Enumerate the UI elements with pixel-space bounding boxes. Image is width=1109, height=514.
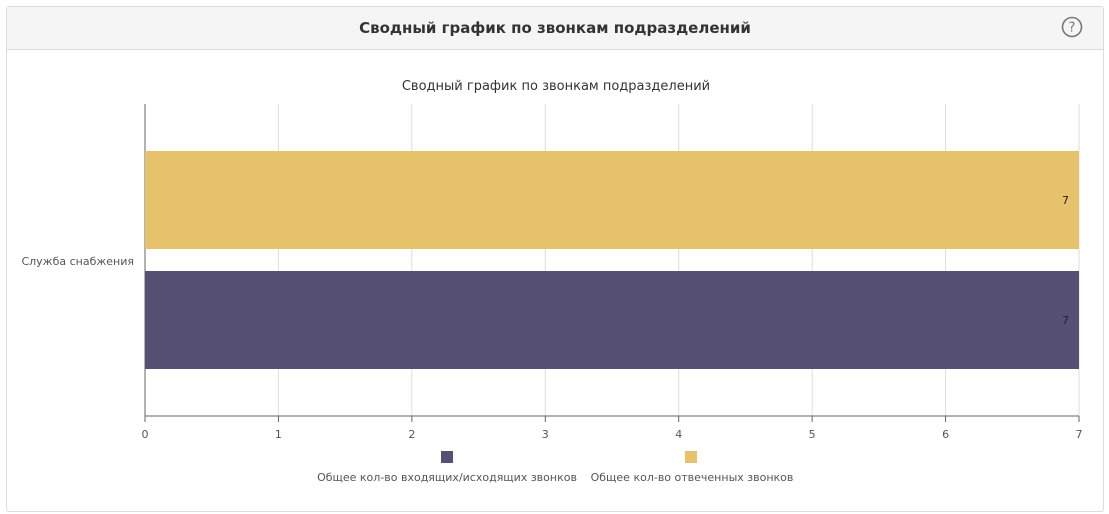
x-tick-label: 5 <box>809 428 816 441</box>
x-tick-label: 2 <box>408 428 415 441</box>
legend-label: Общее кол-во отвеченных звонков <box>591 471 794 484</box>
panel-title: Сводный график по звонкам подразделений <box>359 19 751 37</box>
bar[interactable] <box>145 151 1079 249</box>
legend-swatch <box>441 451 453 463</box>
question-circle-icon[interactable]: ? <box>1061 16 1083 38</box>
x-tick-label: 6 <box>942 428 949 441</box>
data-label: 7 <box>1062 314 1069 327</box>
x-tick-label: 7 <box>1076 428 1083 441</box>
panel-header: Сводный график по звонкам подразделений … <box>7 7 1103 50</box>
x-tick-label: 0 <box>142 428 149 441</box>
data-label: 7 <box>1062 194 1069 207</box>
chart-title: Сводный график по звонкам подразделений <box>402 79 710 94</box>
category-label: Служба снабжения <box>21 255 134 268</box>
legend-label: Общее кол-во входящих/исходящих звонков <box>317 471 577 484</box>
x-tick-label: 4 <box>675 428 682 441</box>
legend-swatch <box>685 451 697 463</box>
bar[interactable] <box>145 271 1079 369</box>
x-tick-label: 3 <box>542 428 549 441</box>
chart-panel: Сводный график по звонкам подразделений … <box>6 6 1104 512</box>
x-tick-label: 1 <box>275 428 282 441</box>
svg-text:?: ? <box>1069 21 1076 36</box>
